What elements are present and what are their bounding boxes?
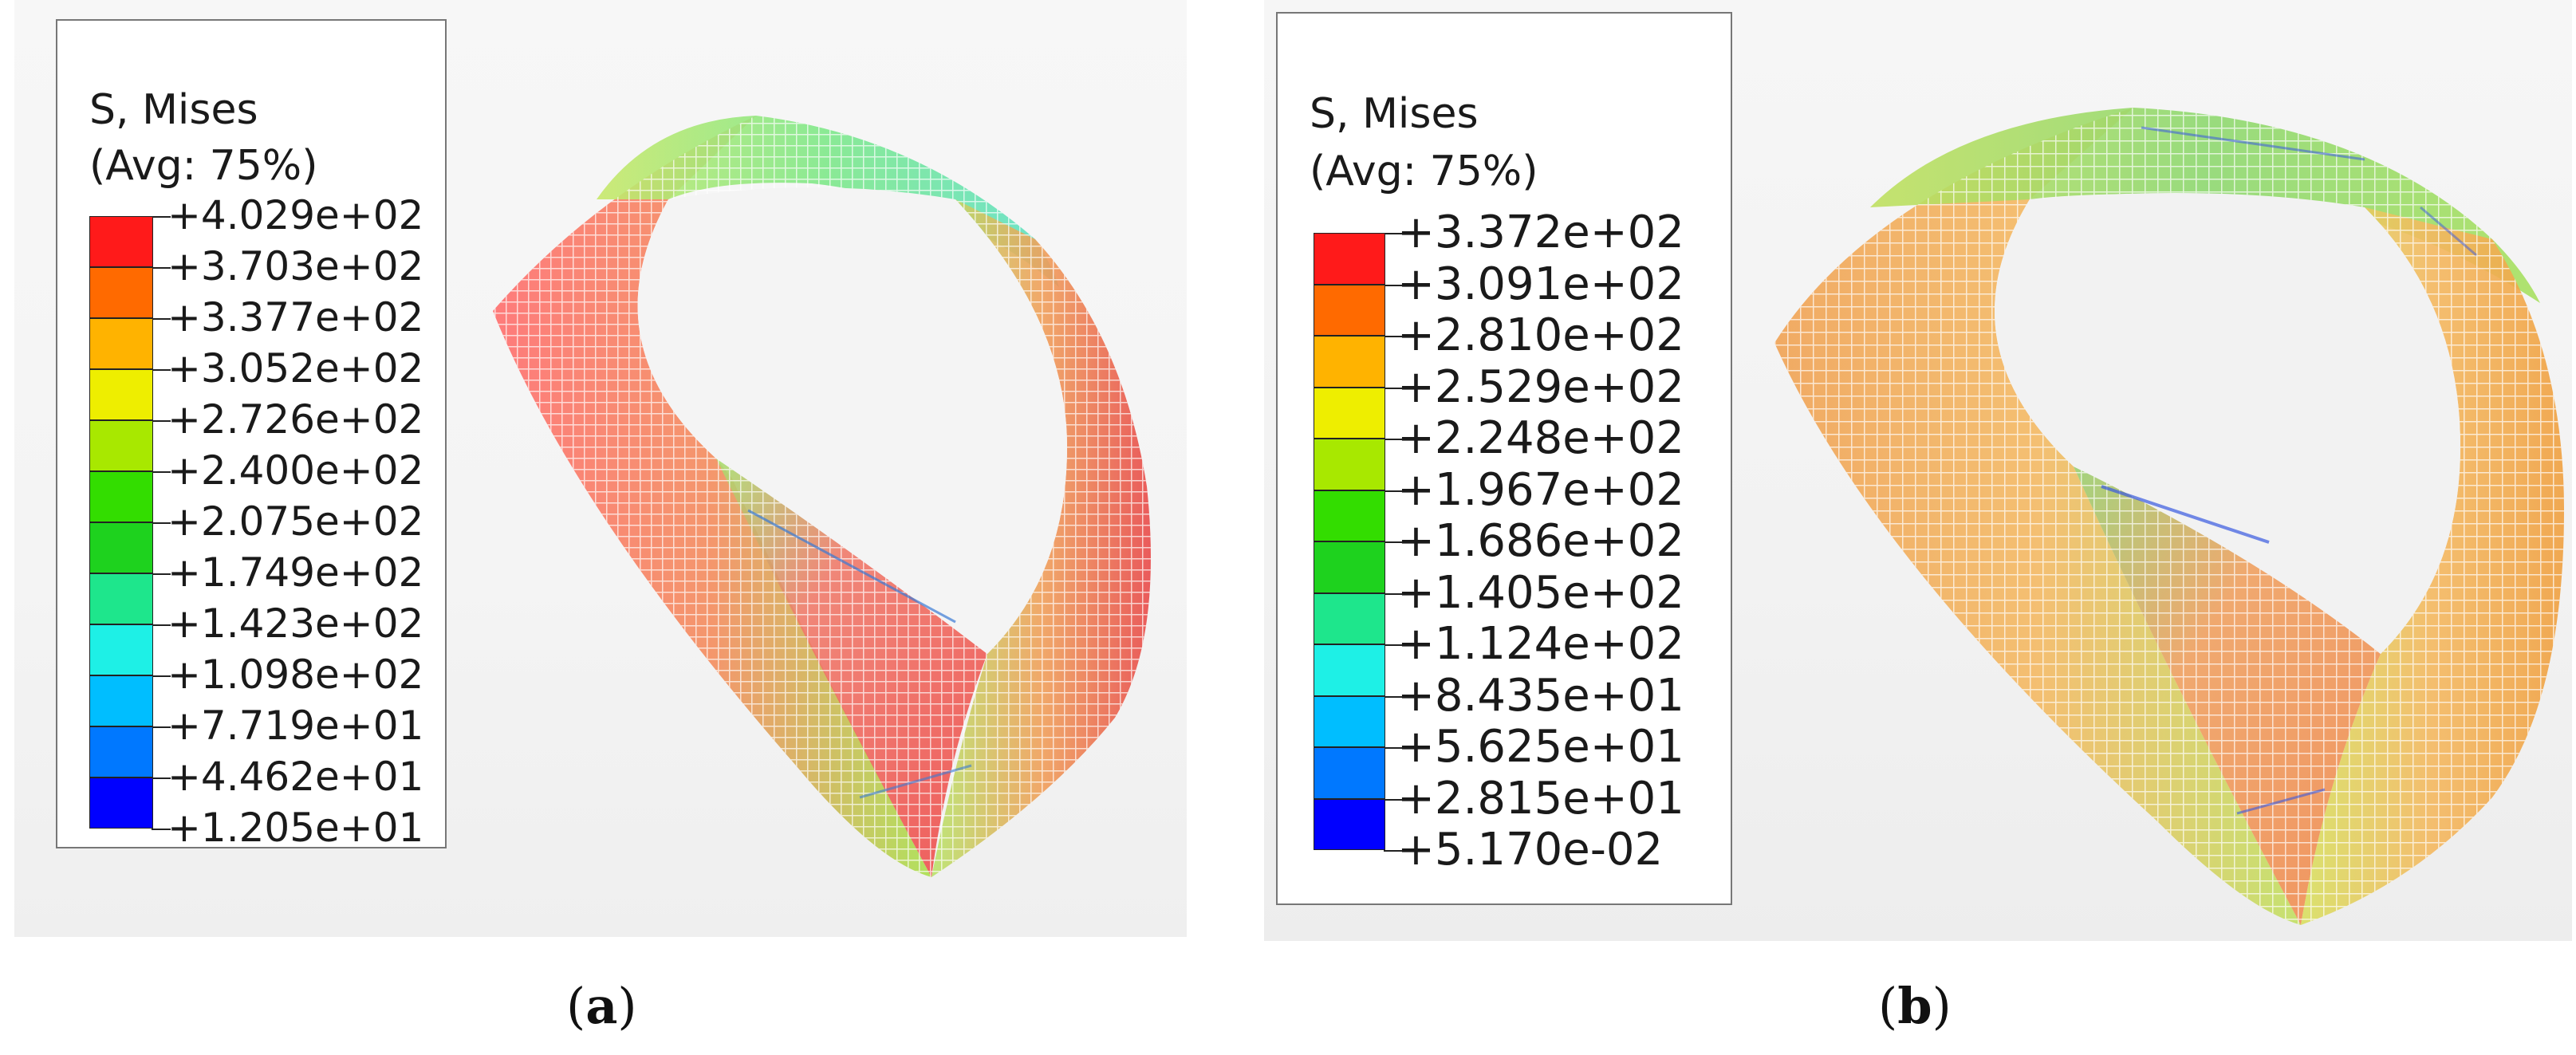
legend-title: S, Mises <box>1310 90 1479 138</box>
legend-swatch <box>1314 233 1385 285</box>
legend-tick <box>1384 490 1404 492</box>
legend-value: +8.435e+01 <box>1397 669 1684 722</box>
legend-value: +4.029e+02 <box>167 192 424 238</box>
legend-value: +1.098e+02 <box>167 652 424 698</box>
legend-tick <box>1384 695 1404 698</box>
legend-value: +2.810e+02 <box>1397 309 1684 361</box>
legend-tick <box>152 369 171 371</box>
legend-swatch <box>1314 644 1385 696</box>
legend-value: +2.529e+02 <box>1397 360 1684 413</box>
legend-tick <box>152 420 171 422</box>
legend-tick <box>1384 541 1404 543</box>
legend-swatch <box>1314 695 1385 747</box>
stress-legend-a: S, Mises (Avg: 75%) +4.029e+02 +3.703e+02… <box>56 19 447 848</box>
legend-value: +3.372e+02 <box>1397 207 1684 258</box>
legend-tick <box>152 829 171 830</box>
legend-tick <box>1384 747 1404 749</box>
legend-swatch <box>89 471 153 522</box>
legend-value: +3.052e+02 <box>167 345 424 392</box>
legend-swatch <box>89 522 153 573</box>
legend-tick <box>152 471 171 473</box>
legend-swatch <box>1314 387 1385 439</box>
mesh-model-b <box>1774 108 2564 925</box>
legend-tick <box>152 573 171 575</box>
caption-b: (b) <box>1878 977 1952 1035</box>
legend-tick <box>152 777 171 779</box>
legend-swatch <box>1314 490 1385 541</box>
legend-tick <box>1384 336 1404 337</box>
legend-tick <box>152 726 171 728</box>
legend-tick <box>152 267 171 269</box>
legend-value: +1.405e+02 <box>1397 566 1684 619</box>
figure-panel-a: S, Mises (Avg: 75%) +4.029e+02 +3.703e+02… <box>14 0 1187 937</box>
legend-subtitle: (Avg: 75%) <box>1310 148 1538 195</box>
legend-swatch <box>89 318 153 369</box>
stress-legend-b: S, Mises (Avg: 75%) +3.372e+02 +3.091e+02… <box>1276 12 1732 905</box>
legend-tick <box>1384 233 1404 234</box>
legend-tick <box>152 318 171 320</box>
legend-value: +4.462e+01 <box>167 754 424 800</box>
legend-swatch <box>89 573 153 624</box>
legend-value: +3.091e+02 <box>1397 258 1684 310</box>
legend-swatch <box>89 267 153 318</box>
legend-tick <box>1384 284 1404 286</box>
legend-tick <box>152 522 171 524</box>
caption-a: (a) <box>566 977 637 1035</box>
legend-title: S, Mises <box>89 86 258 134</box>
legend-tick <box>1384 798 1404 801</box>
legend-tick <box>1384 644 1404 646</box>
legend-value: +5.625e+01 <box>1397 721 1684 773</box>
legend-value: +7.719e+01 <box>167 703 424 749</box>
legend-swatch <box>1314 439 1385 490</box>
legend-value: +1.967e+02 <box>1397 463 1684 516</box>
legend-value: +1.686e+02 <box>1397 515 1684 567</box>
legend-tick <box>1384 592 1404 595</box>
legend-swatch <box>89 624 153 675</box>
legend-swatch <box>89 777 153 829</box>
legend-swatch <box>1314 284 1385 336</box>
legend-value: +2.400e+02 <box>167 447 424 494</box>
legend-swatch <box>89 675 153 726</box>
legend-value: +1.205e+01 <box>167 805 424 851</box>
legend-swatch <box>1314 592 1385 644</box>
legend-swatch <box>1314 798 1385 850</box>
legend-tick <box>1384 439 1404 440</box>
legend-value: +2.075e+02 <box>167 498 424 545</box>
legend-tick <box>152 624 171 626</box>
legend-value: +1.423e+02 <box>167 600 424 647</box>
legend-tick <box>152 675 171 677</box>
legend-tick <box>1384 387 1404 389</box>
figure-panel-b: S, Mises (Avg: 75%) +3.372e+02 +3.091e+02… <box>1264 0 2572 941</box>
legend-swatch <box>1314 747 1385 799</box>
legend-swatch <box>1314 541 1385 593</box>
legend-subtitle: (Avg: 75%) <box>89 142 318 190</box>
legend-swatch <box>89 420 153 471</box>
legend-swatch <box>89 216 153 267</box>
legend-value: +2.726e+02 <box>167 396 424 443</box>
mesh-model-a <box>493 116 1151 877</box>
legend-value: +1.124e+02 <box>1397 618 1684 670</box>
legend-swatch <box>1314 336 1385 388</box>
legend-tick <box>152 216 171 218</box>
legend-swatch <box>89 369 153 420</box>
legend-value: +1.749e+02 <box>167 549 424 596</box>
legend-value: +2.815e+01 <box>1397 772 1684 825</box>
legend-swatch <box>89 726 153 777</box>
legend-value: +3.703e+02 <box>167 243 424 289</box>
legend-value: +2.248e+02 <box>1397 412 1684 464</box>
legend-value: +3.377e+02 <box>167 294 424 341</box>
legend-value: +5.170e-02 <box>1397 824 1664 876</box>
legend-tick <box>1384 850 1404 852</box>
